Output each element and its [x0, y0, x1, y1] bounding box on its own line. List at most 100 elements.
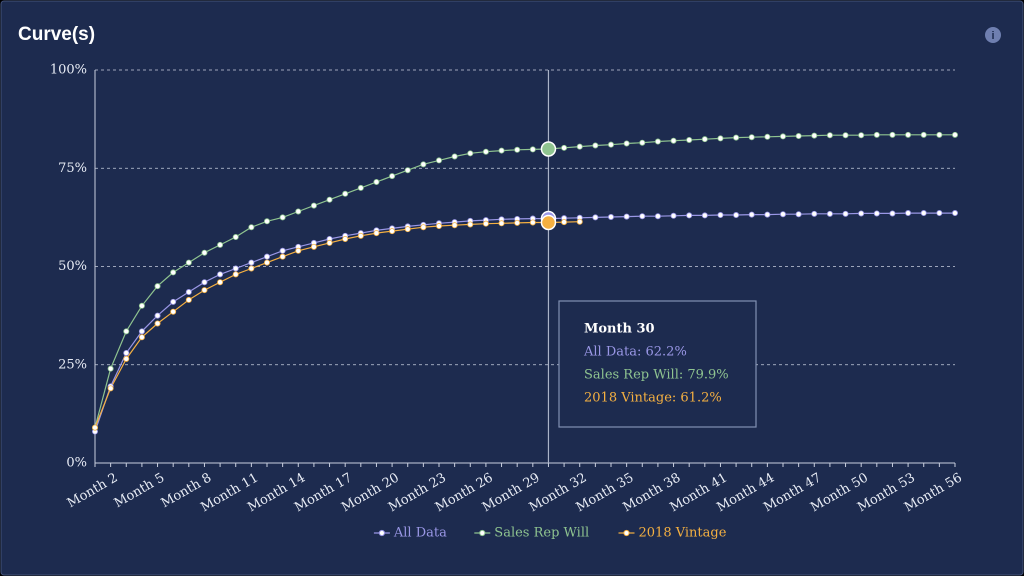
legend-item[interactable]: 2018 Vintage	[618, 526, 727, 541]
point	[670, 137, 677, 144]
point	[295, 208, 302, 215]
tooltip: Month 30 All Data: 62.2% Sales Rep Will: 7…	[558, 300, 757, 428]
point	[780, 133, 787, 140]
point	[686, 136, 693, 143]
point	[248, 224, 255, 231]
point	[232, 234, 239, 241]
point	[170, 308, 177, 315]
point	[498, 147, 505, 154]
point	[920, 131, 927, 138]
point	[514, 146, 521, 153]
point	[263, 218, 270, 225]
point	[592, 142, 599, 149]
point	[342, 235, 349, 242]
point	[389, 228, 396, 235]
point	[623, 213, 630, 220]
point	[654, 213, 661, 220]
point	[608, 141, 615, 148]
point	[373, 230, 380, 237]
point	[389, 173, 396, 180]
point	[733, 212, 740, 219]
legend-swatch-point	[378, 529, 385, 537]
point	[920, 210, 927, 217]
point	[420, 161, 427, 168]
point	[826, 132, 833, 139]
point	[107, 365, 114, 372]
chart-title: Curve(s)	[18, 24, 95, 45]
point	[420, 224, 427, 231]
point	[748, 211, 755, 218]
point	[185, 289, 192, 296]
y-tick-label: 0%	[66, 456, 87, 471]
point	[217, 271, 224, 278]
point	[764, 133, 771, 140]
point	[514, 219, 521, 226]
point	[326, 196, 333, 203]
highlight-point	[540, 214, 557, 231]
legend-item[interactable]: Sales Rep Will	[474, 526, 589, 541]
point	[217, 279, 224, 286]
point	[170, 269, 177, 276]
legend-swatch-point	[623, 529, 630, 537]
legend-swatch-point	[479, 529, 486, 537]
point	[873, 131, 880, 138]
point	[764, 211, 771, 218]
tooltip-line: 2018 Vintage: 61.2%	[584, 391, 722, 406]
point	[639, 139, 646, 146]
legend-item[interactable]: All Data	[373, 526, 447, 541]
point	[670, 212, 677, 219]
point	[889, 210, 896, 217]
point	[92, 424, 99, 431]
point	[185, 259, 192, 266]
legend-label: 2018 Vintage	[639, 526, 727, 541]
point	[123, 355, 130, 362]
point	[279, 253, 286, 260]
point	[686, 212, 693, 219]
info-icon[interactable]: i	[985, 27, 1001, 43]
point	[952, 210, 959, 217]
point	[561, 219, 568, 226]
point	[435, 223, 442, 230]
point	[263, 259, 270, 266]
point	[858, 210, 865, 217]
point	[826, 210, 833, 217]
point	[811, 132, 818, 139]
point	[357, 232, 364, 239]
y-tick-label: 25%	[58, 357, 87, 372]
point	[154, 320, 161, 327]
point	[232, 265, 239, 272]
point	[310, 202, 317, 209]
point	[482, 220, 489, 227]
point	[357, 184, 364, 191]
point	[279, 214, 286, 221]
point	[498, 220, 505, 227]
tooltip-line: Sales Rep Will: 79.9%	[584, 368, 729, 383]
point	[858, 132, 865, 139]
point	[717, 212, 724, 219]
point	[217, 241, 224, 248]
point	[733, 134, 740, 141]
point	[717, 135, 724, 142]
point	[701, 136, 708, 143]
point	[592, 214, 599, 221]
y-tick-label: 100%	[50, 63, 87, 78]
point	[842, 132, 849, 139]
point	[154, 312, 161, 319]
point	[482, 148, 489, 155]
point	[842, 210, 849, 217]
point	[201, 279, 208, 286]
point	[654, 138, 661, 145]
point	[467, 221, 474, 228]
point	[138, 302, 145, 309]
point	[138, 334, 145, 341]
point	[404, 226, 411, 233]
point	[623, 140, 630, 147]
point	[467, 150, 474, 157]
point	[952, 131, 959, 138]
tooltip-box	[558, 300, 757, 428]
point	[154, 283, 161, 290]
point	[905, 131, 912, 138]
point	[936, 131, 943, 138]
